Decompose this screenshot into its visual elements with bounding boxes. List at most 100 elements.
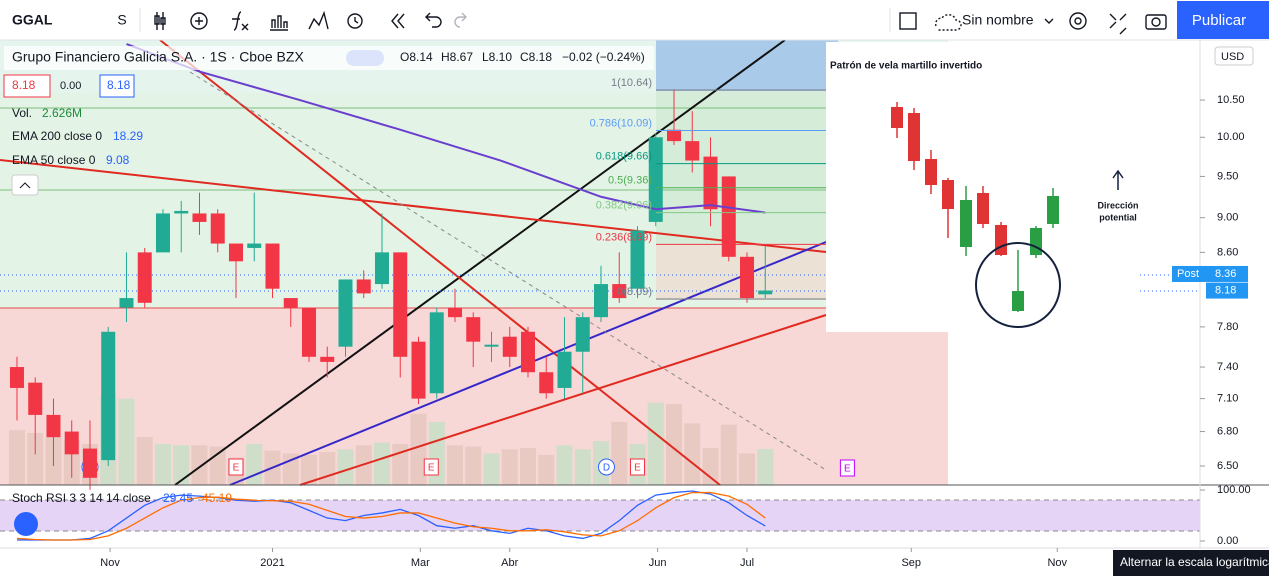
legend-badge: [346, 50, 384, 66]
logo-button[interactable]: [14, 512, 38, 536]
y-tick-label: 8.60: [1217, 246, 1238, 258]
inset-label: potential: [1099, 212, 1137, 222]
volume-bar: [647, 402, 664, 485]
vol-label: Vol.: [12, 106, 32, 120]
volume-bar: [410, 413, 427, 485]
publish-label[interactable]: Publicar: [1192, 12, 1246, 29]
stoch-label: Stoch RSI 3 3 14 14 close: [12, 491, 151, 505]
sell-price[interactable]: 8.18: [12, 78, 36, 92]
y-tick-label: 7.10: [1217, 393, 1238, 405]
candle-body: [283, 298, 298, 308]
x-tick-label: 2021: [260, 557, 284, 569]
toolbar-icons[interactable]: [154, 10, 1167, 35]
interval[interactable]: S: [117, 12, 126, 28]
fib-label: 0.5(9.36): [608, 175, 652, 187]
candle-body: [28, 382, 43, 415]
candle-body: [174, 210, 189, 214]
collapse-button[interactable]: [11, 174, 39, 196]
candle-body: [721, 176, 736, 257]
volume-bar: [465, 446, 482, 485]
candle-body: [155, 213, 170, 253]
candle-body: [466, 317, 481, 342]
legend-high: H8.67: [441, 50, 473, 64]
trend-line: [0, 159, 827, 253]
event-badge[interactable]: [423, 458, 439, 476]
volume-bar: [720, 424, 737, 485]
post-price: 8.36: [1215, 268, 1236, 280]
y-tick-label: 6.80: [1217, 425, 1238, 437]
fib-label: 0.236(8.69): [596, 231, 652, 243]
volume-bar: [684, 423, 701, 485]
legend-change: −0.02 (−0.24%): [562, 50, 645, 64]
volume-bar: [702, 448, 719, 485]
currency-button[interactable]: [1214, 46, 1254, 66]
volume-bar: [118, 398, 135, 485]
fib-label: 0.382(9.06): [596, 200, 652, 212]
event-label[interactable]: E: [844, 464, 851, 475]
candle-body: [393, 252, 408, 357]
buy-price[interactable]: 8.18: [107, 78, 131, 92]
volume-bar: [319, 452, 336, 485]
tooltip: [1113, 550, 1269, 576]
layout-name[interactable]: Sin nombre: [962, 12, 1034, 28]
stoch-layer: [16, 490, 766, 541]
event-badge[interactable]: [630, 458, 646, 476]
event-label[interactable]: D: [603, 463, 610, 474]
ema50-label: EMA 50 close 0: [12, 153, 96, 167]
ema50-value: 9.08: [106, 153, 130, 167]
candle-body: [338, 279, 353, 347]
fib-label: 1(10.64): [611, 77, 652, 89]
ema200-label: EMA 200 close 0: [12, 129, 102, 143]
fib-label: 0(8.09): [617, 286, 652, 298]
candle-body: [575, 317, 590, 352]
event-label[interactable]: E: [634, 463, 641, 474]
y-tick-label: 7.40: [1217, 361, 1238, 373]
candle-body: [46, 414, 61, 438]
volume-bar: [666, 404, 683, 485]
last-price: 8.18: [1215, 284, 1236, 296]
candle-body: [429, 312, 444, 394]
volume-bar: [209, 446, 226, 485]
post-tag: [1172, 265, 1206, 282]
volume-bar: [300, 454, 317, 485]
event-badge[interactable]: [597, 458, 615, 476]
volume-bar: [611, 421, 628, 485]
publish-button[interactable]: [1177, 1, 1269, 39]
currency[interactable]: USD: [1221, 51, 1244, 63]
collapse-icon[interactable]: [19, 182, 31, 189]
buy-box[interactable]: [99, 74, 135, 98]
event-label[interactable]: E: [233, 463, 240, 474]
volume-bar: [538, 454, 555, 485]
sell-box[interactable]: [3, 74, 51, 98]
candle-body: [630, 230, 645, 289]
candle-body: [502, 336, 517, 357]
stoch-d: 45.19: [202, 491, 232, 505]
volume-bar: [246, 443, 263, 485]
event-badge[interactable]: [839, 459, 855, 477]
volume-bar: [739, 453, 756, 485]
x-tick-label: Nov: [1047, 557, 1067, 569]
legend-close: C8.18: [520, 50, 552, 64]
arrow-head: [1112, 169, 1124, 179]
y-tick-label: 10.50: [1217, 94, 1245, 106]
volume-bar: [337, 449, 354, 485]
candle-body: [685, 141, 700, 161]
candle-body: [447, 307, 462, 318]
event-badge[interactable]: [228, 458, 244, 476]
tooltip-text: Alternar la escala logarítmica: [1120, 555, 1269, 569]
volume-bar: [501, 449, 518, 485]
x-tick-label: Nov: [100, 557, 120, 569]
candle-body: [247, 243, 262, 248]
symbol[interactable]: GGAL: [12, 12, 53, 28]
candle-body: [82, 448, 97, 478]
candle-body: [192, 213, 207, 222]
event-label[interactable]: E: [428, 463, 435, 474]
y-tick-label: 6.50: [1217, 460, 1238, 472]
trend-line: [189, 71, 827, 471]
volume-bar: [191, 445, 208, 485]
last-price-tag: [1206, 282, 1248, 299]
spread: 0.00: [60, 80, 81, 92]
volume-bar: [27, 432, 44, 485]
legend: Grupo Financiero Galicia S.A. · 1S · Cbo…: [3, 46, 1269, 576]
